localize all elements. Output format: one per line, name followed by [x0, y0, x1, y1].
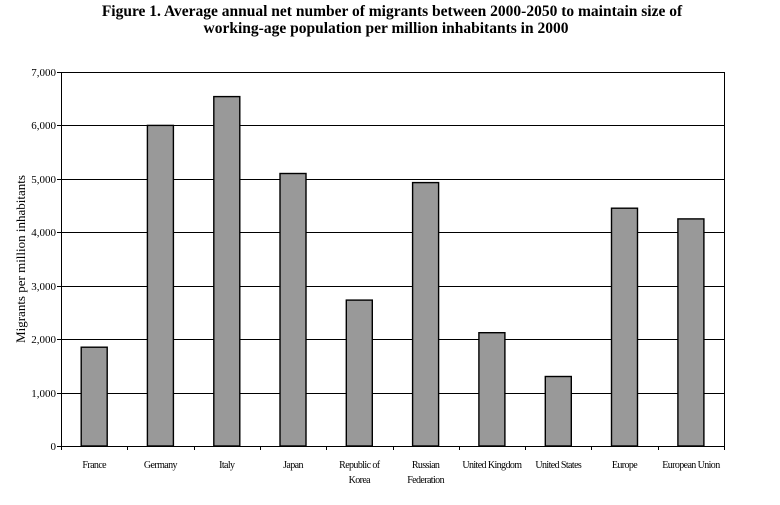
y-tick-label: 3,000	[31, 281, 56, 293]
x-category-label: European Union	[662, 460, 720, 471]
bar	[345, 299, 373, 447]
y-tick-label: 4,000	[31, 227, 56, 239]
bar	[279, 172, 307, 447]
x-category-label: Federation	[407, 475, 444, 486]
y-tick-label: 1,000	[31, 388, 56, 400]
x-category-label: Europe	[612, 460, 638, 471]
x-category-label: United Kingdom	[462, 460, 522, 471]
y-tick-labels: 0 1,000 2,000 3,000 4,000 5,000 6,000 7,000	[31, 67, 56, 453]
x-category-labels: France Germany Italy Japan Republic of Korea R…	[82, 460, 720, 486]
x-category-label: United States	[535, 460, 582, 471]
bar	[610, 207, 639, 447]
axes	[57, 72, 725, 450]
x-category-label: Japan	[283, 460, 303, 471]
bar	[411, 181, 440, 447]
x-category-label: Germany	[144, 460, 178, 471]
x-category-label: Italy	[219, 460, 235, 471]
y-tick-label: 0	[51, 441, 57, 453]
y-axis-label: Migrants per million inhabitants	[13, 175, 28, 343]
bars	[80, 95, 705, 447]
bar	[146, 124, 175, 447]
chart-title-line-2: working-age population per million inhab…	[203, 20, 569, 37]
bar	[478, 332, 506, 447]
x-category-label: Korea	[349, 475, 372, 486]
chart-title-line-1: Figure 1. Average annual net number of m…	[101, 3, 683, 20]
x-category-label: Russian	[412, 460, 440, 471]
y-tick-label: 5,000	[31, 174, 56, 186]
bar	[544, 375, 572, 447]
bar	[80, 346, 108, 447]
bar	[677, 218, 705, 447]
y-tick-label: 7,000	[31, 67, 56, 79]
x-category-label: Republic of	[339, 460, 381, 471]
y-tick-label: 6,000	[31, 120, 56, 132]
x-category-label: France	[82, 460, 107, 471]
bar	[213, 95, 241, 447]
y-tick-label: 2,000	[31, 334, 56, 346]
